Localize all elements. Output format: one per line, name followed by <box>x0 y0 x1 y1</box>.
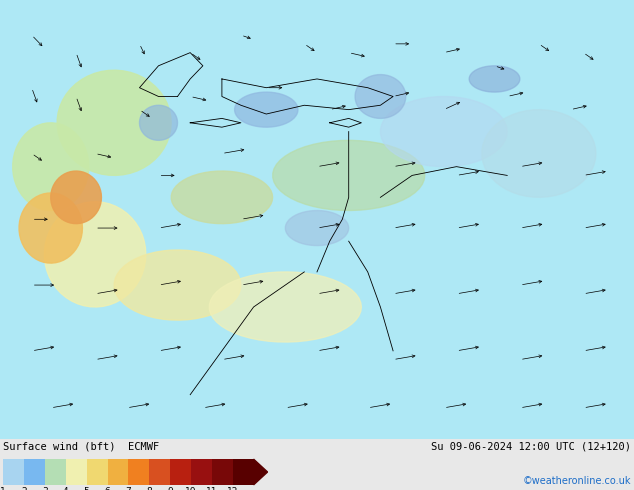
Bar <box>45 459 66 485</box>
Bar <box>128 459 149 485</box>
Polygon shape <box>139 105 178 140</box>
Bar <box>87 459 108 485</box>
Polygon shape <box>51 171 101 223</box>
Bar <box>191 459 212 485</box>
Polygon shape <box>469 66 520 92</box>
Polygon shape <box>114 250 241 320</box>
Bar <box>149 459 170 485</box>
Bar <box>108 459 128 485</box>
Text: 8: 8 <box>146 487 152 490</box>
Polygon shape <box>19 193 82 263</box>
Text: Surface wind (bft)  ECMWF: Surface wind (bft) ECMWF <box>3 441 159 451</box>
Bar <box>170 459 191 485</box>
Bar <box>66 459 87 485</box>
Polygon shape <box>209 272 361 342</box>
Polygon shape <box>44 202 146 307</box>
Text: Su 09-06-2024 12:00 UTC (12+120): Su 09-06-2024 12:00 UTC (12+120) <box>431 441 631 451</box>
Text: 7: 7 <box>126 487 131 490</box>
Text: 12: 12 <box>227 487 238 490</box>
Text: 10: 10 <box>185 487 197 490</box>
Bar <box>3 459 24 485</box>
Text: ©weatheronline.co.uk: ©weatheronline.co.uk <box>522 476 631 486</box>
Polygon shape <box>355 74 406 119</box>
Text: 4: 4 <box>63 487 68 490</box>
Polygon shape <box>171 171 273 223</box>
Text: 9: 9 <box>167 487 173 490</box>
Text: 6: 6 <box>105 487 110 490</box>
Text: 1: 1 <box>0 487 6 490</box>
Bar <box>233 459 254 485</box>
Polygon shape <box>13 123 89 211</box>
Bar <box>212 459 233 485</box>
Text: 5: 5 <box>84 487 89 490</box>
Text: 11: 11 <box>206 487 217 490</box>
Polygon shape <box>57 70 171 175</box>
Polygon shape <box>254 459 268 485</box>
Text: 2: 2 <box>21 487 27 490</box>
Polygon shape <box>380 97 507 167</box>
Bar <box>24 459 45 485</box>
Polygon shape <box>285 211 349 245</box>
Polygon shape <box>482 110 596 197</box>
Polygon shape <box>273 140 425 211</box>
Polygon shape <box>235 92 298 127</box>
Text: 3: 3 <box>42 487 48 490</box>
